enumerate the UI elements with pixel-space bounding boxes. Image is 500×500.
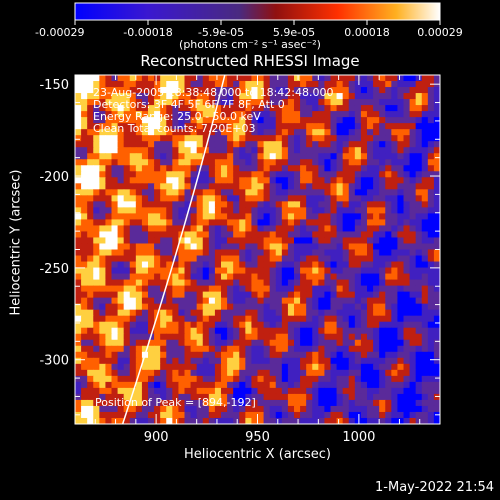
x-axis-label: Heliocentric X (arcsec) [184,447,331,462]
y-tick-label: -250 [39,262,69,277]
colorbar-tick-label: 0.00018 [344,26,390,39]
colorbar-tick-label: -0.00018 [123,26,172,39]
x-tick-label: 900 [144,430,169,445]
annotation-energy-range: Energy Range: 25.0 - 50.0 keV [93,110,261,123]
colorbar-tick-label: -0.00029 [35,26,84,39]
colorbar-tick-label: 5.9e-05 [273,26,315,39]
y-tick-label: -300 [39,354,69,369]
x-tick-label: 1000 [342,430,375,445]
peak-position-label: Position of Peak = [894,-192] [95,396,256,409]
colorbar [74,2,441,21]
colorbar-tick-label: -5.9e-05 [198,26,244,39]
solar-limb-line [121,75,226,424]
annotation-clean-counts: Clean Total counts: 7.20E+03 [93,122,256,135]
colorbar-tick-label: 0.00029 [417,26,463,39]
annotation-time-range: 23-Aug-2005 18:38:48.000 to 18:42:48.000 [93,86,334,99]
y-tick-label: -150 [39,78,69,93]
y-axis-label: Heliocentric Y (arcsec) [8,169,24,316]
y-tick-label: -200 [39,170,69,185]
x-tick-label: 950 [245,430,270,445]
colorbar-unit-label: (photons cm⁻² s⁻¹ asec⁻²) [179,38,321,51]
colorbar-ticks: -0.00029 -0.00018 -5.9e-05 5.9e-05 0.00018 0.… [35,20,463,39]
heatmap-image [75,75,440,424]
chart-title: Reconstructed RHESSI Image [140,52,360,70]
footer-date: 1-May-2022 21:54 [375,480,494,495]
annotation-detectors: Detectors: 3F 4F 5F 6F 7F 8F, Att 0 [93,98,285,111]
axis-ticks: 900 950 1000 -150 -200 -250 -300 [39,75,441,445]
